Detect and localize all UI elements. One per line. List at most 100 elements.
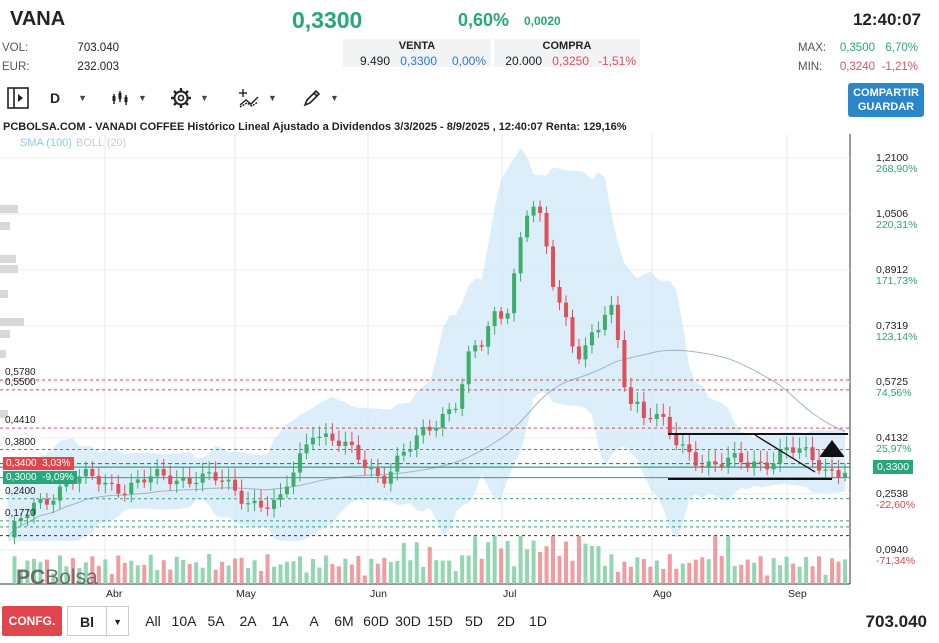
max-pct: 6,70% bbox=[885, 42, 918, 54]
volume-profile-bar bbox=[0, 205, 18, 213]
sidebar-toggle-button[interactable] bbox=[6, 84, 36, 112]
bottom-volume: 703.040 bbox=[865, 612, 927, 631]
share-save-button[interactable]: COMPARTIR GUARDAR bbox=[848, 83, 924, 117]
candle-body bbox=[401, 451, 406, 456]
range-button-1a[interactable]: 1A bbox=[271, 613, 289, 629]
range-button-all[interactable]: All bbox=[145, 613, 161, 629]
range-button-60d[interactable]: 60D bbox=[363, 613, 389, 629]
volume-bar bbox=[479, 558, 484, 584]
candle-body bbox=[291, 472, 296, 487]
candle-body bbox=[317, 436, 322, 439]
candle-body bbox=[544, 212, 549, 247]
candle-body bbox=[310, 437, 315, 445]
candle-body bbox=[57, 486, 62, 501]
volume-bar bbox=[31, 558, 36, 584]
candle-body bbox=[207, 472, 212, 474]
candle-body bbox=[259, 500, 264, 508]
candle-body bbox=[538, 206, 543, 213]
range-button-5d[interactable]: 5D bbox=[465, 613, 483, 629]
change-percent: 0,60% bbox=[458, 10, 510, 30]
candle-body bbox=[492, 311, 497, 327]
volume-bar bbox=[719, 555, 724, 584]
candle-body bbox=[297, 453, 302, 473]
price-chart[interactable] bbox=[0, 134, 939, 604]
volume-bar bbox=[576, 536, 581, 584]
eur-value: 232.003 bbox=[77, 61, 119, 73]
settings-menu[interactable]: ▼ bbox=[170, 84, 209, 112]
volume-bar bbox=[90, 556, 95, 584]
volume-bar bbox=[200, 567, 205, 584]
volume-bar bbox=[51, 573, 56, 584]
range-button-a[interactable]: A bbox=[309, 613, 319, 629]
candle-body bbox=[836, 470, 841, 478]
period-selector[interactable]: D ▼ bbox=[50, 84, 87, 112]
volume-bar bbox=[427, 547, 432, 584]
sell-header: VENTA bbox=[398, 40, 436, 52]
buy-header: COMPRA bbox=[542, 40, 592, 52]
legend-boll[interactable]: BOLL (20) bbox=[76, 137, 127, 149]
candle-body bbox=[531, 206, 536, 216]
save-label: GUARDAR bbox=[857, 101, 915, 113]
range-button-10a[interactable]: 10A bbox=[171, 613, 197, 629]
candle-body bbox=[648, 418, 653, 420]
candle-body bbox=[752, 461, 757, 468]
config-button[interactable]: CONFG. bbox=[2, 606, 62, 636]
ticker-symbol: VANA bbox=[10, 8, 66, 30]
chart-type-selector[interactable]: ▼ bbox=[110, 84, 147, 112]
volume-bar bbox=[220, 561, 225, 584]
candle-body bbox=[349, 441, 354, 446]
candle-body bbox=[278, 494, 283, 500]
candle-body bbox=[667, 416, 672, 434]
volume-bar bbox=[817, 556, 822, 584]
range-button-2a[interactable]: 2A bbox=[239, 613, 257, 629]
buy-pct: -1,51% bbox=[597, 54, 636, 68]
volume-bar bbox=[830, 558, 835, 584]
range-button-15d[interactable]: 15D bbox=[427, 613, 453, 629]
volume-bar bbox=[330, 564, 335, 584]
volume-bar bbox=[284, 561, 290, 584]
volume-bar bbox=[654, 560, 659, 584]
volume-bar bbox=[12, 556, 17, 584]
range-button-30d[interactable]: 30D bbox=[395, 613, 421, 629]
range-button-1d[interactable]: 1D bbox=[529, 613, 547, 629]
volume-bar bbox=[713, 536, 718, 584]
volume-bar bbox=[758, 556, 763, 584]
volume-bar bbox=[96, 565, 101, 584]
volume-bar bbox=[836, 561, 841, 584]
volume-bar bbox=[667, 554, 672, 584]
study-select[interactable]: Bl ▼ bbox=[67, 606, 129, 637]
candle-body bbox=[460, 384, 465, 409]
indicator-add-icon bbox=[239, 89, 259, 108]
volume-bar bbox=[148, 554, 153, 584]
volume-bar bbox=[18, 570, 23, 584]
y-tick-price: 0,8912 bbox=[876, 263, 909, 276]
volume-bar bbox=[752, 562, 757, 584]
volume-bar bbox=[317, 567, 322, 584]
volume-bar bbox=[356, 555, 361, 584]
volume-bar bbox=[661, 568, 666, 584]
y-tick-price: 0,2538 bbox=[876, 487, 909, 500]
volume-bar bbox=[525, 549, 530, 584]
legend-sma[interactable]: SMA (100) bbox=[20, 137, 72, 149]
volume-bar bbox=[453, 571, 458, 584]
range-button-5a[interactable]: 5A bbox=[207, 613, 225, 629]
sell-panel bbox=[343, 39, 491, 67]
range-button-6m[interactable]: 6M bbox=[334, 613, 354, 629]
volume-bar bbox=[778, 565, 783, 584]
volume-bar bbox=[233, 558, 238, 584]
range-button-2d[interactable]: 2D bbox=[497, 613, 515, 629]
volume-profile-bar bbox=[0, 410, 8, 418]
volume-bar bbox=[155, 569, 160, 584]
volume-bar bbox=[226, 565, 231, 584]
candle-body bbox=[395, 455, 400, 472]
drawing-tools-menu[interactable]: ▼ bbox=[302, 84, 339, 112]
indicators-menu[interactable]: ▼ bbox=[238, 84, 277, 112]
candle-body bbox=[654, 413, 659, 420]
volume-profile-bar bbox=[0, 350, 6, 358]
volume-bar bbox=[135, 565, 140, 584]
level-label: 0,4410 bbox=[5, 415, 36, 427]
volume-bar bbox=[109, 574, 114, 584]
volume-bar bbox=[570, 560, 575, 584]
candle-body bbox=[635, 401, 640, 404]
volume-bar bbox=[44, 559, 49, 584]
